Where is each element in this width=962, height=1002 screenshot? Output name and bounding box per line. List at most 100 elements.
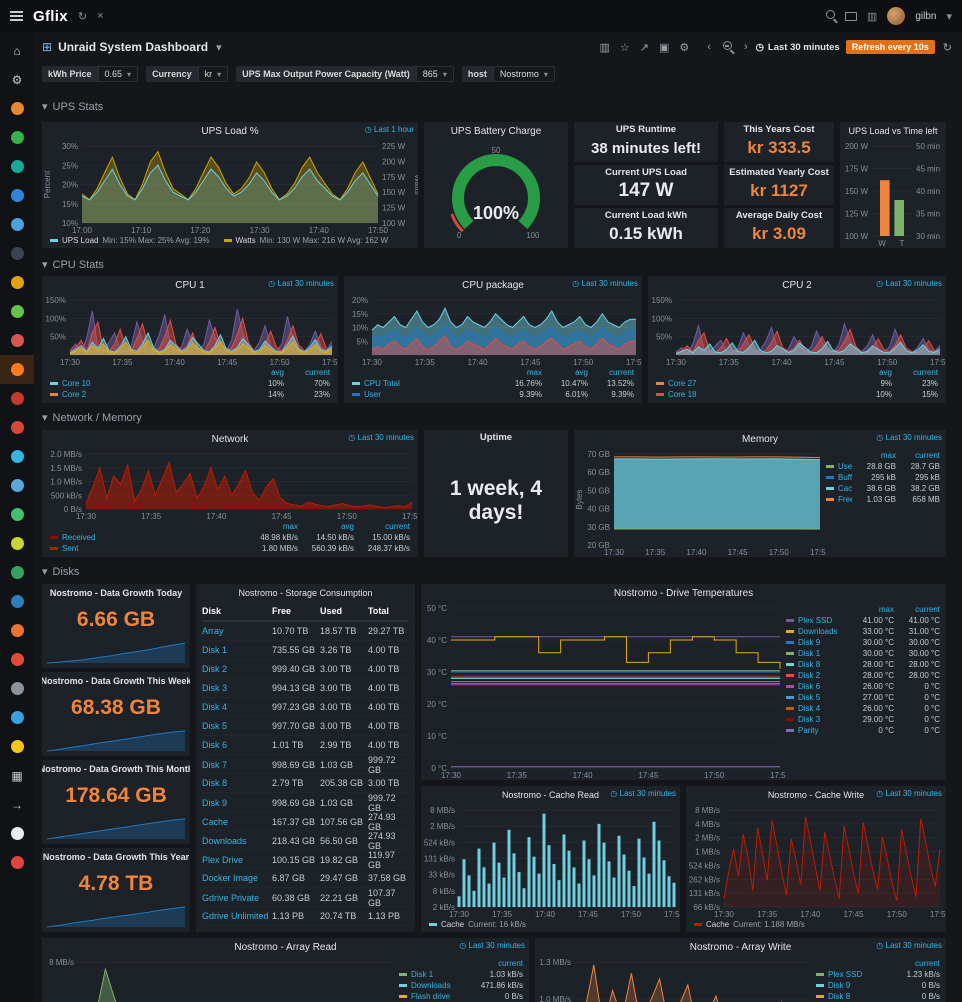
time-badge[interactable]: ◷ Last 30 minutes [876, 279, 942, 288]
sidebar-app-icon[interactable] [0, 239, 34, 268]
legend-item[interactable]: Disk 1 1.03 kB/s [399, 969, 523, 980]
sidebar-app-icon[interactable] [0, 848, 34, 877]
time-badge[interactable]: ◷ Last 30 minutes [876, 433, 942, 442]
sidebar-app-icon[interactable] [0, 268, 34, 297]
section-ups-stats[interactable]: ▾ UPS Stats [42, 100, 104, 114]
time-badge[interactable]: ◷ Last 30 minutes [268, 279, 334, 288]
panel-title[interactable]: UPS Runtime [615, 124, 677, 135]
disk-link[interactable]: Disk 9 [202, 798, 228, 808]
col-total[interactable]: Total [368, 606, 389, 616]
panel-title[interactable]: Nostromo - Drive Temperatures [613, 587, 754, 599]
disk-link[interactable]: Docker Image [202, 873, 259, 883]
save-icon[interactable]: ▣ [658, 41, 670, 54]
legend-item[interactable]: Disk 8 28.00 °C 28.00 °C [786, 659, 940, 670]
panel-title[interactable]: Current Load kWh [604, 210, 688, 221]
cpu1-chart[interactable]: 50% 100% 150% 17:30 17:35 17:40 17:45 17:50 17:5… [42, 294, 343, 367]
sidebar-app-icon[interactable] [0, 355, 34, 384]
legend-item[interactable]: Watts Min: 130 W Max: 216 W Avg: 162 W [223, 236, 388, 245]
panel-title[interactable]: UPS Load vs Time left [848, 126, 938, 136]
disk-link[interactable]: Disk 2 [202, 664, 228, 674]
variable-dropdown[interactable]: kWh Price 0.65 ▾ [42, 66, 139, 82]
legend-item[interactable]: Received 48.98 kB/s 14.50 kB/s 15.00 kB/s [50, 532, 410, 543]
sidebar-app-icon[interactable] [0, 732, 34, 761]
sidebar-app-icon[interactable] [0, 587, 34, 616]
disk-link[interactable]: Array [202, 626, 224, 636]
legend-item[interactable]: Disk 4 26.00 °C 0 °C [786, 703, 940, 714]
sidebar-app-icon[interactable] [0, 384, 34, 413]
legend-item[interactable]: Core 18 10% 15% [656, 389, 938, 400]
legend-item[interactable]: Flash drive 0 B/s [399, 991, 523, 1002]
avatar[interactable] [887, 7, 906, 25]
panel-title[interactable]: Nostromo - Storage Consumption [238, 588, 373, 598]
sidebar-app-icon[interactable] [0, 152, 34, 181]
panel-title[interactable]: Estimated Yearly Cost [729, 167, 829, 178]
chevron-left-icon[interactable]: ‹ [707, 41, 711, 53]
legend-item[interactable]: User 9.39% 6.01% 9.39% [352, 389, 634, 400]
variable-value[interactable]: Nostromo ▾ [492, 66, 555, 82]
time-badge[interactable]: ◷ Last 30 minutes [348, 433, 414, 442]
sidebar-app-icon[interactable] [0, 674, 34, 703]
app-logo[interactable]: Gflix [33, 7, 68, 25]
disk-link[interactable]: Disk 3 [202, 683, 228, 693]
panel-title[interactable]: This Years Cost [743, 124, 815, 135]
ups-load-chart[interactable]: 10% 15% 20% 25% 30% 100 W 125 W 150 W 175 W 200 W… [42, 140, 422, 235]
panel-title[interactable]: Nostromo - Cache Read [501, 790, 600, 800]
ups-load-vs-time-chart[interactable]: 100 W 125 W 150 W 175 W 200 W 30 min 35 min 40 … [840, 140, 946, 248]
panel-title[interactable]: Nostromo - Data Growth This Month [42, 763, 190, 774]
sidebar-app-icon[interactable] [0, 326, 34, 355]
sidebar-app-icon[interactable] [0, 181, 34, 210]
col-used[interactable]: Used [320, 606, 343, 616]
sidebar-app-icon[interactable] [0, 703, 34, 732]
variable-value[interactable]: kr ▾ [197, 66, 229, 82]
legend-item[interactable]: Disk 1 30.00 °C 30.00 °C [786, 648, 940, 659]
panel-title[interactable]: Nostromo - Array Write [689, 941, 792, 953]
variable-value[interactable]: 0.65 ▾ [97, 66, 139, 82]
fullscreen-icon[interactable] [844, 11, 857, 21]
playlist-icon[interactable]: ▥ [599, 41, 610, 54]
sidebar-app-icon[interactable] [0, 529, 34, 558]
legend-item[interactable]: Core 10 10% 70% [50, 378, 330, 389]
search-icon[interactable] [825, 10, 835, 22]
sidebar-app-icon[interactable] [0, 442, 34, 471]
panel-title[interactable]: Nostromo - Cache Write [767, 790, 865, 800]
sidebar-app-icon[interactable]: ▦ [11, 768, 23, 783]
section-cpu-stats[interactable]: ▾ CPU Stats [42, 258, 104, 272]
cache-write-chart[interactable]: 66 kB/s 131 kB/s 262 kB/s 524 kB/s 1 MB/s 2 M… [686, 804, 951, 919]
time-badge[interactable]: ◷ Last 30 minutes [876, 789, 942, 798]
time-badge[interactable]: ◷ Last 30 minutes [459, 941, 525, 950]
legend-item[interactable]: Disk 5 27.00 °C 0 °C [786, 692, 940, 703]
legend-item[interactable]: Disk 6 26.00 °C 0 °C [786, 681, 940, 692]
refresh-interval-button[interactable]: Refresh every 10s [845, 40, 935, 54]
cpu-package-chart[interactable]: 5% 10% 15% 20% 17:30 17:35 17:40 17:45 17:50 17:5… [344, 294, 647, 367]
sidebar-app-icon[interactable]: ⚙ [11, 72, 23, 87]
disk-link[interactable]: Downloads [202, 836, 247, 846]
cpu2-chart[interactable]: 50% 100% 150% 17:30 17:35 17:40 17:45 17:50 17:5… [648, 294, 951, 367]
disk-link[interactable]: Disk 5 [202, 721, 228, 731]
memory-chart[interactable]: 20 GB 30 GB 40 GB 50 GB 60 GB 70 GB 17:30 17:35… [574, 448, 831, 557]
menu-icon[interactable] [10, 11, 23, 21]
panel-title[interactable]: Nostromo - Array Read [234, 941, 337, 953]
legend-item[interactable]: Sent 1.80 MB/s 560.39 kB/s 248.37 kB/s [50, 543, 410, 554]
time-badge[interactable]: ◷ Last 30 minutes [876, 941, 942, 950]
disk-link[interactable]: Disk 6 [202, 740, 228, 750]
col-free[interactable]: Free [272, 606, 292, 616]
disk-link[interactable]: Plex Drive [202, 855, 244, 865]
cache-read-chart[interactable]: 2 kB/s 8 kB/s 33 kB/s 131 kB/s 524 kB/s 2 MB/… [421, 804, 685, 919]
time-badge[interactable]: ◷ Last 30 minutes [572, 279, 638, 288]
disk-link[interactable]: Disk 4 [202, 702, 228, 712]
section-disks[interactable]: ▾ Disks [42, 565, 80, 579]
sidebar-app-icon[interactable] [0, 500, 34, 529]
panel-title[interactable]: UPS Load % [201, 125, 259, 137]
sidebar-app-icon[interactable] [0, 210, 34, 239]
sidebar-app-icon[interactable] [0, 413, 34, 442]
legend-item[interactable]: Disk 9 30.00 °C 30.00 °C [786, 637, 940, 648]
section-network-memory[interactable]: ▾ Network / Memory [42, 411, 142, 425]
variable-dropdown[interactable]: UPS Max Output Power Capacity (Watt) 865… [236, 66, 454, 82]
refresh-icon[interactable]: ↻ [942, 41, 952, 54]
legend-item[interactable]: Disk 3 29.00 °C 0 °C [786, 714, 940, 725]
sidebar-app-icon[interactable]: → [11, 797, 23, 812]
